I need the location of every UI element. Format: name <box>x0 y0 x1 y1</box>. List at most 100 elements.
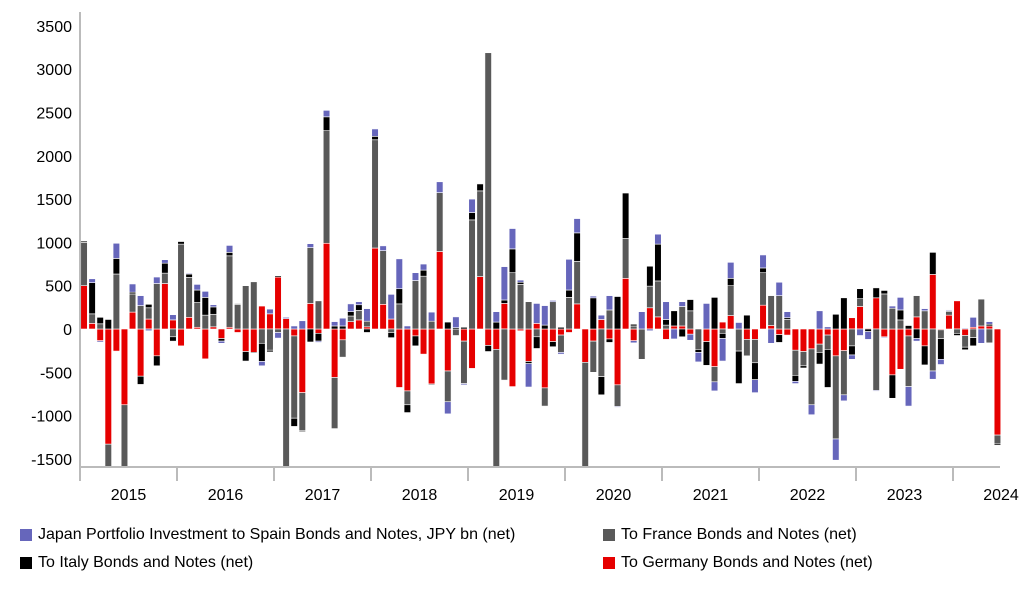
bar-segment-spain <box>791 381 799 384</box>
bar-segment-spain <box>686 333 694 341</box>
bar-segment-italy <box>921 345 929 366</box>
bar-segment-germany <box>848 317 856 330</box>
bar-segment-italy <box>613 296 622 330</box>
bar-segment-germany <box>622 278 630 330</box>
bar-segment-germany <box>913 316 921 330</box>
bar-segment-italy <box>525 361 533 364</box>
bar-segment-france <box>371 139 379 249</box>
bar-segment-germany <box>743 328 751 340</box>
bar-segment-spain <box>888 305 896 309</box>
legend-label-spain: Japan Portfolio Investment to Spain Bond… <box>38 526 516 543</box>
bar-segment-italy <box>411 335 420 347</box>
y-tick-label: -1500 <box>31 452 72 469</box>
bar-segment-germany <box>492 328 500 350</box>
bar-segment-spain <box>492 311 500 323</box>
bar-segment-germany <box>371 247 379 330</box>
bar-segment-italy <box>662 319 670 326</box>
bar-segment-italy <box>355 304 363 311</box>
bar-segment-spain <box>670 328 678 340</box>
bar-segment-france <box>848 328 856 347</box>
bar-segment-spain <box>654 233 662 245</box>
y-tick-label: -1000 <box>31 409 72 426</box>
bar-segment-france <box>824 334 832 350</box>
bar-segment-spain <box>929 370 937 380</box>
bar-segment-france <box>856 298 864 307</box>
bar-segment-france <box>727 285 735 316</box>
bar-segment-germany <box>347 321 355 330</box>
bar-segment-france <box>177 243 185 330</box>
bar-segment-spain <box>96 340 104 343</box>
bar-segment-france <box>428 320 436 330</box>
bar-segment-italy <box>864 328 872 332</box>
bar-segment-italy <box>880 290 888 295</box>
bar-segment-spain <box>290 325 298 330</box>
bar-segment-italy <box>500 299 508 304</box>
bar-segment-spain <box>508 228 517 250</box>
bar-segment-spain <box>209 304 217 308</box>
bar-segment-spain <box>128 283 137 293</box>
bar-segment-spain <box>783 311 791 319</box>
bar-segment-france <box>767 295 775 326</box>
bar-segment-spain <box>694 352 702 363</box>
bar-segment-italy <box>557 326 565 330</box>
bar-segment-france <box>411 280 420 330</box>
legend-swatch-spain <box>20 529 32 541</box>
bar-segment-france <box>452 328 460 336</box>
bar-segment-italy <box>80 240 88 243</box>
bar-segment-france <box>541 387 549 407</box>
bar-segment-spain <box>298 320 306 330</box>
bar-segment-italy <box>339 325 347 330</box>
y-tick-label: 1000 <box>36 235 72 252</box>
bar-segment-germany <box>112 328 120 352</box>
bar-segment-germany <box>419 328 428 355</box>
bar-segment-spain <box>347 303 355 312</box>
legend-item-italy: To Italy Bonds and Notes (net) <box>20 554 253 572</box>
bar-segment-germany <box>525 328 533 362</box>
bar-segment-italy <box>654 243 662 282</box>
bar-segment-spain <box>832 438 840 461</box>
bar-segment-france <box>969 328 977 338</box>
bar-segment-spain <box>848 354 856 360</box>
bar-segment-germany <box>395 328 403 388</box>
bar-segment-italy <box>298 430 306 432</box>
bar-segment-italy <box>775 334 783 343</box>
bar-segment-france <box>444 370 452 403</box>
bar-segment-germany <box>985 325 993 330</box>
bar-segment-france <box>347 315 355 322</box>
legend-swatch-france <box>603 529 615 541</box>
bar-segment-spain <box>872 390 880 392</box>
bar-segment-italy <box>872 287 880 299</box>
bar-segment-italy <box>145 304 153 309</box>
bar-segment-spain <box>419 263 428 271</box>
bar-segment-italy <box>630 323 638 327</box>
bar-segment-france <box>258 328 266 344</box>
bar-segment-france <box>921 310 929 330</box>
bar-segment-italy <box>824 349 832 388</box>
bar-segment-spain <box>702 303 711 330</box>
bar-segment-germany <box>258 305 266 330</box>
bar-segment-france <box>193 302 201 328</box>
bar-segment-italy <box>727 278 735 286</box>
bar-segment-france <box>201 314 209 330</box>
bar-segment-germany <box>751 328 759 340</box>
bar-segment-italy <box>622 192 630 239</box>
bar-segment-france <box>355 310 363 321</box>
bar-segment-spain <box>864 331 872 340</box>
bar-segment-spain <box>662 301 670 320</box>
bar-segment-italy <box>225 252 234 257</box>
bar-segment-germany <box>379 304 387 330</box>
bar-segment-italy <box>444 321 452 330</box>
x-tick-label: 2015 <box>111 487 147 504</box>
bar-segment-spain <box>266 308 274 315</box>
bar-segment-germany <box>557 328 565 336</box>
bar-segment-germany <box>710 328 719 367</box>
bar-segment-spain <box>961 327 969 330</box>
bar-segment-germany <box>961 328 969 336</box>
bar-segment-spain <box>516 279 525 283</box>
bar-segment-germany <box>799 328 808 352</box>
bar-segment-france <box>282 328 290 467</box>
bar-segment-italy <box>888 374 896 399</box>
bar-segment-spain <box>541 305 549 326</box>
bar-segment-spain <box>452 316 460 329</box>
bar-segment-germany <box>953 300 961 330</box>
